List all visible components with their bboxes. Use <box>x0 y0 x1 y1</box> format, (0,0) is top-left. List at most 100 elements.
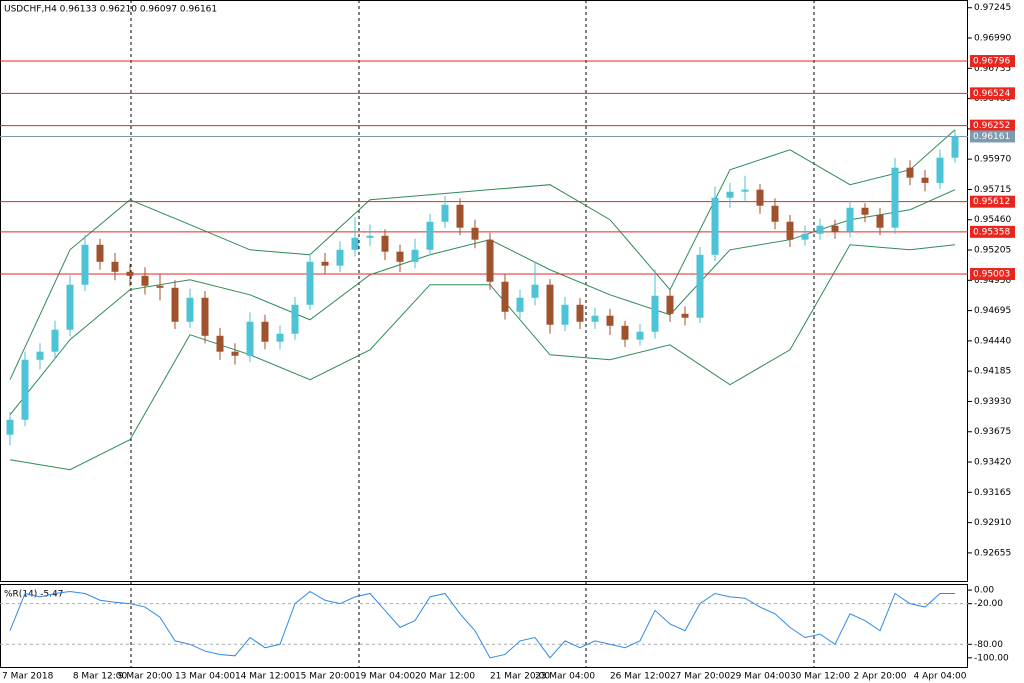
y-tick-label: 0.93930 <box>974 397 1011 407</box>
candle-body <box>261 321 269 342</box>
candle-body <box>126 271 134 276</box>
candle-body <box>531 284 539 298</box>
level-label-box <box>970 195 1015 208</box>
level-label: 0.95612 <box>973 197 1010 207</box>
candle-body <box>921 177 929 183</box>
candle-body <box>456 204 464 228</box>
candle-body <box>441 204 449 222</box>
candle-body <box>396 251 404 262</box>
x-tick-label: 19 Mar 04:00 <box>355 672 415 682</box>
candle-body <box>381 235 389 252</box>
x-tick-label: 7 Mar 2018 <box>2 672 54 682</box>
x-tick-label: 21 Mar 20:00 <box>490 672 550 682</box>
candle-body <box>201 297 209 336</box>
level-label-box <box>970 87 1015 100</box>
y-tick-label: 0.93420 <box>974 458 1011 468</box>
period-separators <box>130 0 815 668</box>
candle-body <box>846 207 854 232</box>
candle-body <box>21 359 29 420</box>
y-tick-label: 0.96990 <box>974 34 1011 44</box>
candle-body <box>591 315 599 322</box>
last-price-label: 0.96161 <box>973 132 1010 142</box>
y-tick-label: 0.95460 <box>974 215 1011 225</box>
candle-body <box>711 197 719 255</box>
x-tick-label: 30 Mar 12:00 <box>790 672 850 682</box>
candle-body <box>111 261 119 272</box>
level-label: 0.96252 <box>973 121 1010 131</box>
candle-body <box>291 304 299 334</box>
candle-body <box>891 167 899 228</box>
level-label-box <box>970 225 1015 238</box>
x-tick-label: 27 Mar 20:00 <box>670 672 730 682</box>
candle-body <box>696 254 704 318</box>
williams-r-line <box>9 590 955 659</box>
y-tick-label: 0.94695 <box>974 306 1011 316</box>
y-tick-label: 0.95715 <box>974 185 1011 195</box>
candle-body <box>816 225 824 234</box>
candle-body <box>666 295 674 314</box>
level-label: 0.96524 <box>973 89 1010 99</box>
y-tick-label: 0.93675 <box>974 427 1011 437</box>
y-tick-label: 0.96735 <box>974 64 1011 74</box>
x-tick-label: 4 Apr 04:00 <box>914 672 967 682</box>
y-tick-label: -80.00 <box>974 640 1003 650</box>
candle-body <box>486 239 494 282</box>
candle-body <box>186 297 194 322</box>
level-label-box <box>970 119 1015 132</box>
candle-body <box>171 287 179 322</box>
y-tick-label: 0.00 <box>974 586 994 596</box>
bollinger-band <box>9 129 956 380</box>
candle-body <box>516 297 524 312</box>
y-tick-label: 0.92910 <box>974 518 1011 528</box>
candle-body <box>81 244 89 285</box>
candle-body <box>336 249 344 266</box>
candle-body <box>36 351 44 360</box>
y-tick-label: 0.97245 <box>974 3 1011 13</box>
candle-body <box>351 237 359 250</box>
y-tick-label: 0.95970 <box>974 155 1011 165</box>
candle-body <box>876 214 884 228</box>
bollinger-band <box>9 189 956 416</box>
candle-body <box>771 205 779 222</box>
candle-body <box>216 335 224 352</box>
candle-body <box>726 191 734 198</box>
candle-body <box>471 227 479 240</box>
x-tick-label: 23 Mar 04:00 <box>535 672 595 682</box>
candle-body <box>501 281 509 312</box>
y-tick-label: 0.94185 <box>974 367 1011 377</box>
y-tick-label: 0.93165 <box>974 488 1011 498</box>
bollinger-band <box>9 244 956 471</box>
x-tick-label: 26 Mar 12:00 <box>610 672 670 682</box>
x-tick-label: 8 Mar 12:00 <box>73 672 128 682</box>
main-frame <box>0 0 968 582</box>
candle-body <box>636 331 644 340</box>
candle-body <box>576 304 584 322</box>
indicator-frame <box>0 584 968 668</box>
x-tick-label: 29 Mar 04:00 <box>730 672 790 682</box>
candle-body <box>741 189 749 192</box>
level-label: 0.95003 <box>973 270 1010 280</box>
candle-body <box>156 285 164 288</box>
candle-body <box>561 304 569 325</box>
level-label: 0.95358 <box>973 227 1010 237</box>
candle-body <box>306 261 314 305</box>
candle-body <box>96 244 104 262</box>
x-tick-label: 9 Mar 20:00 <box>118 672 173 682</box>
candle-body <box>411 249 419 262</box>
candle-body <box>66 284 74 330</box>
candle-body <box>426 221 434 250</box>
candle-body <box>606 315 614 326</box>
candle-body <box>906 167 914 178</box>
level-label-box <box>970 268 1015 281</box>
level-label: 0.96796 <box>973 57 1010 67</box>
candle-body <box>141 275 149 286</box>
candle-body <box>321 261 329 266</box>
x-tick-label: 15 Mar 20:00 <box>295 672 355 682</box>
candle-body <box>366 235 374 238</box>
candle-body <box>861 207 869 215</box>
chart-title: USDCHF,H4 0.96133 0.96210 0.96097 0.9616… <box>4 5 217 15</box>
candle-body <box>786 221 794 240</box>
level-label-box <box>970 55 1015 68</box>
last-price-box <box>970 130 1015 143</box>
